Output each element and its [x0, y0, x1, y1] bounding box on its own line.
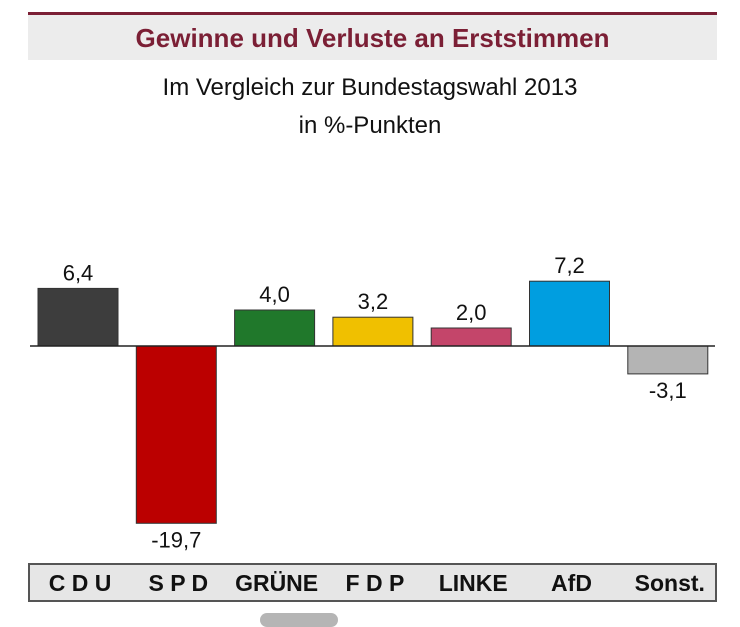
data-label-0: 6,4	[63, 260, 94, 285]
category-label-4: LINKE	[438, 570, 508, 596]
scroll-handle[interactable]	[260, 613, 338, 627]
bar-3	[332, 316, 414, 347]
category-label-6: Sonst.	[634, 570, 705, 596]
bar-0	[37, 287, 119, 347]
category-label-0: C D U	[48, 570, 112, 596]
data-label-1: -19,7	[151, 527, 201, 552]
bar-2	[234, 309, 316, 347]
category-label-bar: C D U S P D GRÜNE F D P LINKE AfD Sonst.	[28, 563, 717, 602]
data-label-2: 4,0	[259, 282, 290, 307]
data-label-3: 3,2	[358, 289, 389, 314]
bar-1	[135, 345, 217, 524]
data-label-4: 2,0	[456, 300, 487, 325]
chart-subtitle-line2: in %-Punkten	[298, 112, 442, 139]
bar-6	[627, 345, 709, 375]
chart-subtitle-line1: Im Vergleich zur Bundestagswahl 2013	[162, 74, 578, 101]
data-label-5: 7,2	[554, 253, 585, 278]
bar-5	[529, 280, 610, 347]
category-label-1: S P D	[148, 570, 209, 596]
category-label-5: AfD	[551, 570, 592, 596]
data-label-6: -3,1	[649, 378, 687, 403]
category-label-3: F D P	[345, 570, 405, 596]
title-band: Gewinne und Verluste an Erststimmen	[28, 12, 717, 60]
bar-4	[430, 327, 512, 347]
chart-title: Gewinne und Verluste an Erststimmen	[135, 23, 610, 53]
category-label-2: GRÜNE	[235, 570, 319, 596]
